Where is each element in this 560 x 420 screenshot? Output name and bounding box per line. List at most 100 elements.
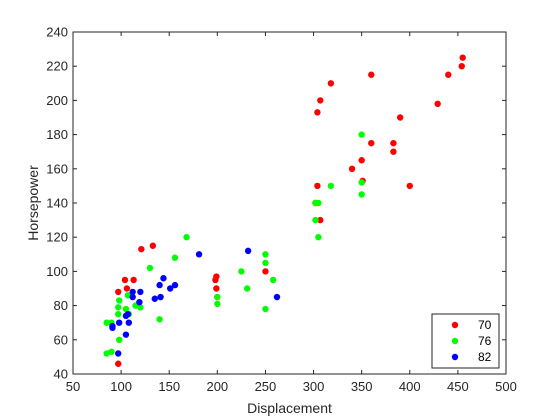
x-tick-label: 100 <box>110 379 132 394</box>
data-point-70 <box>149 242 157 249</box>
data-point-82 <box>160 275 167 282</box>
data-point-82 <box>137 288 144 296</box>
y-tick-label: 220 <box>46 59 68 74</box>
data-point-70 <box>406 182 413 190</box>
data-point-76 <box>327 182 335 190</box>
legend-label-76: 76 <box>478 334 492 348</box>
data-point-70 <box>368 71 375 78</box>
data-point-70 <box>314 182 321 190</box>
legend-box <box>431 313 500 369</box>
x-tick-label: 150 <box>158 379 180 394</box>
data-point-76 <box>156 316 163 323</box>
data-point-82 <box>136 298 143 306</box>
data-point-70 <box>138 245 145 253</box>
data-point-70 <box>213 273 220 280</box>
data-point-70 <box>213 285 220 292</box>
data-point-82 <box>156 281 163 289</box>
x-tick-label: 400 <box>399 379 421 394</box>
y-tick-label: 200 <box>46 93 68 108</box>
x-tick-label: 500 <box>495 379 517 394</box>
data-point-70 <box>327 80 335 87</box>
x-tick-label: 300 <box>303 379 325 394</box>
data-point-76 <box>269 276 277 284</box>
data-point-76 <box>238 268 245 275</box>
data-point-70 <box>358 157 365 164</box>
y-tick-label: 120 <box>46 230 68 245</box>
data-point-76 <box>124 292 132 299</box>
y-tick-label: 80 <box>54 298 68 313</box>
data-point-70 <box>115 360 122 367</box>
data-point-76 <box>358 191 365 198</box>
data-point-82 <box>273 293 281 301</box>
legend-label-70: 70 <box>478 318 492 332</box>
data-point-70 <box>123 285 131 292</box>
data-point-70 <box>434 100 441 108</box>
data-point-70 <box>130 276 137 284</box>
data-point-82 <box>129 288 136 296</box>
data-point-82 <box>166 285 174 292</box>
y-tick-label: 240 <box>46 25 68 40</box>
data-point-70 <box>396 114 404 121</box>
legend-marker-76 <box>451 337 459 345</box>
legend-label-82: 82 <box>478 350 492 364</box>
data-point-76 <box>122 305 130 313</box>
data-point-70 <box>115 288 122 296</box>
data-point-76 <box>115 297 123 304</box>
data-point-76 <box>115 310 122 318</box>
data-point-82 <box>109 322 116 330</box>
data-point-76 <box>358 131 365 138</box>
legend: 70 76 82 <box>431 313 500 369</box>
data-point-76 <box>262 259 269 267</box>
data-point-76 <box>103 350 110 357</box>
data-point-82 <box>151 295 158 302</box>
x-tick-label: 450 <box>447 379 469 394</box>
data-point-70 <box>262 268 269 275</box>
data-point-70 <box>445 71 452 78</box>
data-point-76 <box>146 264 154 272</box>
data-point-82 <box>124 310 132 318</box>
data-point-70 <box>458 62 465 70</box>
data-point-82 <box>129 293 136 301</box>
data-point-76 <box>262 305 269 313</box>
data-point-70 <box>390 148 397 155</box>
y-tick-label: 160 <box>46 161 68 176</box>
y-tick-label: 100 <box>46 264 68 279</box>
legend-marker-70 <box>451 321 459 329</box>
data-point-76 <box>315 199 322 207</box>
data-point-76 <box>262 251 269 258</box>
data-points <box>103 54 466 367</box>
x-tick-label: 350 <box>351 379 373 394</box>
data-point-82 <box>157 293 164 301</box>
data-point-76 <box>312 216 319 224</box>
data-point-76 <box>315 234 322 241</box>
y-tick-label: 60 <box>54 332 68 347</box>
data-point-82 <box>115 319 123 326</box>
data-point-76 <box>243 285 251 292</box>
data-point-82 <box>125 319 133 326</box>
data-point-76 <box>103 319 110 326</box>
data-point-82 <box>171 281 179 289</box>
y-tick-label: 180 <box>46 127 68 142</box>
data-point-70 <box>317 97 324 104</box>
data-point-76 <box>171 254 179 261</box>
x-tick-label: 50 <box>66 379 80 394</box>
data-point-70 <box>348 165 356 172</box>
data-point-70 <box>121 276 129 284</box>
axis-ticks: 50 100 150 200 250 300 350 400 450 500 40 60 80 100 12… <box>46 25 517 395</box>
y-tick-label: 40 <box>54 367 68 382</box>
y-tick-label: 140 <box>46 196 68 211</box>
data-point-76 <box>137 304 144 311</box>
data-point-82 <box>122 331 130 338</box>
data-point-76 <box>115 304 122 311</box>
data-point-76 <box>108 348 115 355</box>
data-point-82 <box>195 251 203 258</box>
x-axis-title: Displacement <box>247 400 332 416</box>
y-axis-title: Horsepower <box>25 165 41 241</box>
data-point-76 <box>358 179 365 186</box>
data-point-76 <box>214 300 221 308</box>
data-point-82 <box>244 247 252 255</box>
data-point-70 <box>368 139 375 147</box>
data-point-82 <box>115 350 122 357</box>
x-tick-label: 250 <box>255 379 277 394</box>
